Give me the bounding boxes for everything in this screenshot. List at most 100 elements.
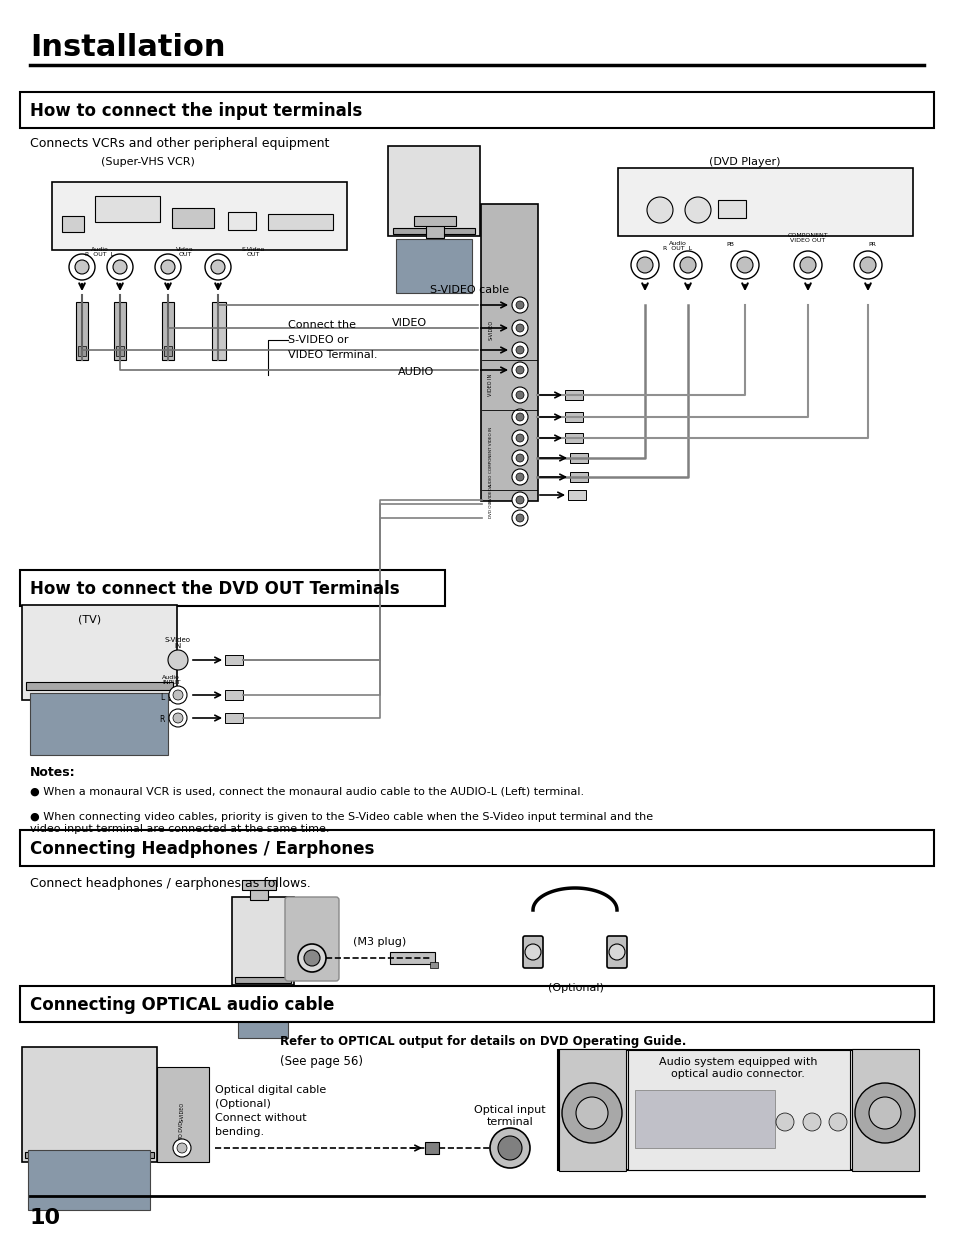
Bar — [225, 690, 243, 700]
FancyBboxPatch shape — [606, 936, 626, 968]
Circle shape — [516, 454, 523, 462]
Text: Optical digital cable
(Optional)
Connect without
bending.: Optical digital cable (Optional) Connect… — [214, 1086, 326, 1137]
Text: Audio system equipped with
optical audio connector.: Audio system equipped with optical audio… — [659, 1057, 817, 1079]
Bar — [242, 881, 275, 890]
FancyBboxPatch shape — [20, 986, 933, 1023]
Circle shape — [304, 950, 319, 966]
Bar — [30, 693, 168, 755]
Text: Audio
R  OUT  L: Audio R OUT L — [86, 247, 114, 257]
FancyBboxPatch shape — [558, 1050, 917, 1170]
Circle shape — [297, 944, 326, 972]
Bar — [225, 713, 243, 722]
Text: (TV): (TV) — [78, 615, 101, 625]
Text: COMPONENT VIDEO IN: COMPONENT VIDEO IN — [489, 427, 493, 473]
Bar — [567, 490, 585, 500]
FancyBboxPatch shape — [618, 168, 912, 236]
Circle shape — [859, 257, 875, 273]
Circle shape — [512, 450, 527, 466]
Bar — [564, 412, 582, 422]
Circle shape — [802, 1113, 821, 1131]
Circle shape — [172, 1139, 191, 1157]
Circle shape — [497, 1136, 521, 1160]
Text: (M3 plug): (M3 plug) — [353, 937, 406, 947]
Bar — [250, 888, 268, 900]
FancyBboxPatch shape — [20, 91, 933, 128]
Circle shape — [853, 251, 882, 279]
Text: AUDIO: AUDIO — [397, 367, 434, 377]
Bar — [234, 977, 291, 983]
Circle shape — [561, 1083, 621, 1144]
Circle shape — [512, 362, 527, 378]
Bar — [113, 303, 126, 359]
Circle shape — [524, 944, 540, 960]
Bar — [564, 390, 582, 400]
Circle shape — [516, 301, 523, 309]
Circle shape — [177, 1144, 187, 1153]
Circle shape — [169, 685, 187, 704]
Text: S-VIDEO: S-VIDEO — [488, 320, 493, 340]
Circle shape — [168, 650, 188, 671]
Circle shape — [868, 1097, 900, 1129]
Bar — [28, 1150, 150, 1210]
Text: S-VIDEO: S-VIDEO — [489, 487, 493, 504]
Circle shape — [516, 473, 523, 480]
Circle shape — [512, 387, 527, 403]
Text: Connecting Headphones / Earphones: Connecting Headphones / Earphones — [30, 840, 374, 858]
FancyBboxPatch shape — [20, 571, 444, 606]
Text: PB: PB — [725, 242, 733, 247]
Circle shape — [516, 514, 523, 522]
Text: Installation: Installation — [30, 33, 225, 63]
FancyBboxPatch shape — [20, 830, 933, 866]
Text: 10: 10 — [30, 1208, 61, 1228]
Text: ● When a monaural VCR is used, connect the monaural audio cable to the AUDIO-L (: ● When a monaural VCR is used, connect t… — [30, 787, 583, 797]
Circle shape — [516, 366, 523, 374]
Circle shape — [516, 391, 523, 399]
FancyBboxPatch shape — [480, 204, 537, 501]
FancyBboxPatch shape — [388, 146, 479, 236]
Circle shape — [512, 492, 527, 508]
Circle shape — [69, 254, 95, 280]
Text: TO DVD: TO DVD — [179, 1120, 184, 1140]
Bar — [569, 472, 587, 482]
Text: Connects VCRs and other peripheral equipment: Connects VCRs and other peripheral equip… — [30, 137, 329, 149]
Bar — [76, 303, 88, 359]
Circle shape — [161, 261, 174, 274]
Bar — [164, 346, 172, 356]
Text: S-VIDEO: S-VIDEO — [179, 1102, 184, 1123]
Bar — [390, 952, 435, 965]
Text: (DVD Player): (DVD Player) — [708, 157, 780, 167]
FancyBboxPatch shape — [52, 182, 347, 249]
Bar — [162, 303, 173, 359]
Bar — [426, 224, 443, 238]
Circle shape — [169, 709, 187, 727]
Circle shape — [854, 1083, 914, 1144]
Circle shape — [512, 409, 527, 425]
Bar — [564, 433, 582, 443]
FancyBboxPatch shape — [232, 897, 294, 986]
Text: Refer to OPTICAL output for details on DVD Operating Guide.: Refer to OPTICAL output for details on D… — [280, 1035, 685, 1049]
Circle shape — [512, 510, 527, 526]
Circle shape — [637, 257, 652, 273]
Text: S-Video
IN: S-Video IN — [165, 636, 191, 650]
Circle shape — [630, 251, 659, 279]
FancyBboxPatch shape — [22, 1047, 157, 1162]
Circle shape — [775, 1113, 793, 1131]
Text: Connect the
S-VIDEO or
VIDEO Terminal.: Connect the S-VIDEO or VIDEO Terminal. — [288, 320, 377, 359]
Bar — [569, 453, 587, 463]
Bar — [395, 240, 472, 293]
Text: Connecting OPTICAL audio cable: Connecting OPTICAL audio cable — [30, 995, 334, 1014]
Bar — [430, 962, 437, 968]
Text: DVD OUT: DVD OUT — [489, 499, 493, 517]
Circle shape — [512, 342, 527, 358]
FancyBboxPatch shape — [22, 605, 177, 700]
Circle shape — [800, 257, 815, 273]
Circle shape — [75, 261, 89, 274]
FancyBboxPatch shape — [285, 897, 338, 981]
Circle shape — [172, 690, 183, 700]
Bar — [26, 682, 172, 690]
Circle shape — [512, 469, 527, 485]
Text: (Optional): (Optional) — [547, 983, 603, 993]
Bar — [635, 1091, 774, 1149]
Circle shape — [646, 198, 672, 224]
Circle shape — [512, 320, 527, 336]
